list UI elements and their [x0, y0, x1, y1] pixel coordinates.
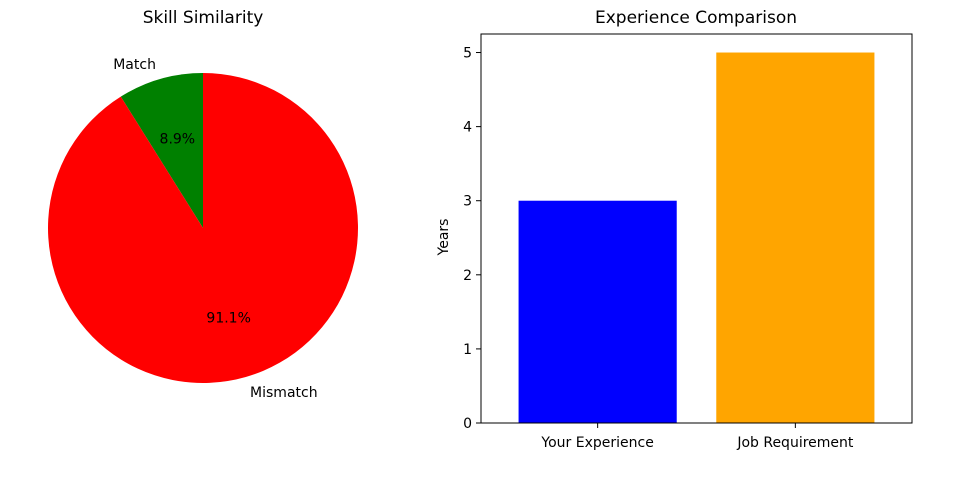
x-tick-label: Job Requirement — [736, 435, 854, 451]
plot-area-frame — [480, 33, 913, 424]
bar-your-experience — [518, 200, 677, 423]
y-tick-label: 4 — [463, 120, 472, 136]
skill-similarity-pie-chart: Skill Similarity Match 8.9% Mismatch 91.1% — [48, 8, 359, 401]
y-tick-label: 1 — [463, 342, 472, 358]
y-tick-label: 3 — [463, 194, 472, 210]
bar-title: Experience Comparison — [595, 8, 797, 28]
y-tick-label: 2 — [463, 268, 472, 284]
pie-pct-mismatch: 91.1% — [206, 310, 250, 326]
pie-title: Skill Similarity — [143, 8, 264, 28]
pie-slice-match — [120, 73, 203, 228]
pie-label-mismatch: Mismatch — [250, 385, 318, 401]
bar-job-requirement — [716, 52, 875, 424]
x-tick-label: Your Experience — [540, 435, 653, 451]
pie-pct-match: 8.9% — [160, 132, 196, 148]
experience-comparison-bar-chart: Experience Comparison Years 0 1 2 3 4 5 Your … — [436, 8, 913, 451]
pie-slice-mismatch — [48, 73, 359, 384]
y-tick-label: 0 — [463, 416, 472, 432]
pie-label-match: Match — [113, 57, 156, 73]
y-axis-label: Years — [436, 219, 452, 257]
y-tick-label: 5 — [463, 46, 472, 62]
